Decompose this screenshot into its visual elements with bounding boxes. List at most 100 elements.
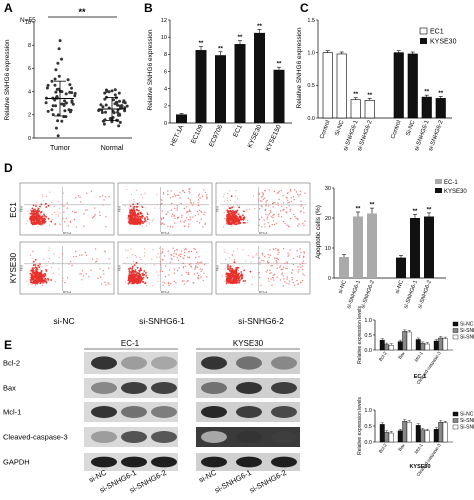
event-dot [233, 250, 235, 252]
event-dot [165, 213, 167, 215]
event-dot [145, 207, 147, 209]
event-dot [225, 273, 228, 276]
lane-label: si-SNHG6-2 [248, 468, 288, 495]
event-dot [276, 257, 278, 259]
event-dot [231, 226, 233, 228]
data-point [60, 102, 64, 106]
event-dot [34, 284, 37, 286]
event-dot [269, 225, 271, 228]
event-dot [40, 219, 42, 221]
data-point [54, 90, 58, 94]
event-dot [26, 220, 28, 222]
event-dot [189, 201, 192, 203]
event-dot [34, 220, 37, 222]
event-dot [183, 280, 185, 282]
panel-c-category-label: si-SNHG6-2 [357, 119, 374, 152]
event-dot [184, 265, 187, 267]
event-dot [161, 210, 163, 212]
event-dot [299, 263, 301, 265]
event-dot [77, 195, 80, 197]
panel-a-ylabel: Relative SNHG6 expression [4, 39, 11, 120]
event-dot [43, 215, 46, 217]
data-point [63, 109, 67, 113]
event-dot [34, 264, 37, 266]
event-dot [161, 252, 164, 254]
data-point [123, 109, 127, 113]
panel-d-ylabel: Apoptotic cells (%) [315, 205, 322, 259]
event-dot [244, 283, 246, 285]
event-dot [34, 258, 37, 261]
event-dot [299, 255, 301, 257]
panel-a-group-label: Tumor [50, 145, 71, 152]
event-dot [188, 219, 190, 221]
event-dot [51, 213, 53, 216]
event-dot [180, 250, 183, 252]
event-dot [57, 215, 60, 217]
event-dot [234, 214, 237, 217]
event-dot [260, 216, 263, 218]
event-dot [42, 200, 45, 202]
legend-swatch [452, 334, 459, 340]
bar [406, 421, 412, 443]
event-dot [298, 269, 300, 271]
event-dot [197, 213, 200, 216]
data-point [73, 94, 77, 98]
event-dot [232, 206, 234, 208]
event-dot [185, 206, 188, 208]
event-dot [259, 263, 261, 265]
event-dot [36, 270, 38, 273]
event-dot [65, 217, 67, 219]
panel-e-chart-title: EC-1 [414, 374, 427, 380]
event-dot [203, 189, 205, 191]
bar [350, 99, 361, 119]
event-dot [134, 279, 136, 281]
event-dot [194, 268, 196, 270]
event-dot [232, 220, 235, 223]
event-dot [138, 212, 141, 215]
event-dot [177, 194, 180, 196]
event-dot [184, 220, 186, 222]
event-dot [124, 281, 127, 283]
event-dot [31, 217, 34, 220]
event-dot [135, 203, 137, 205]
flow-axis-x-label: FITC-A [161, 290, 170, 294]
event-dot [131, 269, 134, 272]
bar [402, 421, 408, 443]
event-dot [176, 194, 178, 196]
event-dot [163, 223, 165, 226]
event-dot [243, 210, 245, 213]
event-dot [107, 282, 109, 284]
event-dot [31, 280, 33, 283]
event-dot [194, 214, 197, 217]
bar [424, 216, 434, 278]
event-dot [232, 282, 235, 284]
event-dot [99, 214, 101, 217]
event-dot [279, 210, 282, 212]
event-dot [276, 222, 278, 224]
data-point [55, 95, 59, 98]
event-dot [130, 218, 133, 221]
event-dot [270, 272, 272, 274]
event-dot [50, 279, 53, 281]
event-dot [32, 264, 35, 267]
blot-group-kyse30: KYSE30 [233, 339, 264, 348]
event-dot [264, 208, 267, 211]
event-dot [136, 221, 139, 224]
event-dot [35, 216, 38, 219]
event-dot [270, 216, 272, 218]
event-dot [303, 251, 305, 253]
event-dot [279, 279, 282, 281]
event-dot [264, 209, 266, 212]
bar [273, 69, 285, 123]
event-dot [69, 221, 72, 223]
event-dot [267, 254, 269, 256]
event-dot [159, 247, 161, 249]
event-dot [230, 215, 233, 218]
event-dot [264, 190, 266, 192]
event-dot [238, 221, 241, 224]
event-dot [191, 204, 194, 206]
panel-b-y-tick-label: 6 [164, 69, 167, 75]
col-label-si-nc: si-NC [53, 316, 74, 326]
event-dot [144, 248, 146, 250]
event-dot [193, 248, 195, 250]
